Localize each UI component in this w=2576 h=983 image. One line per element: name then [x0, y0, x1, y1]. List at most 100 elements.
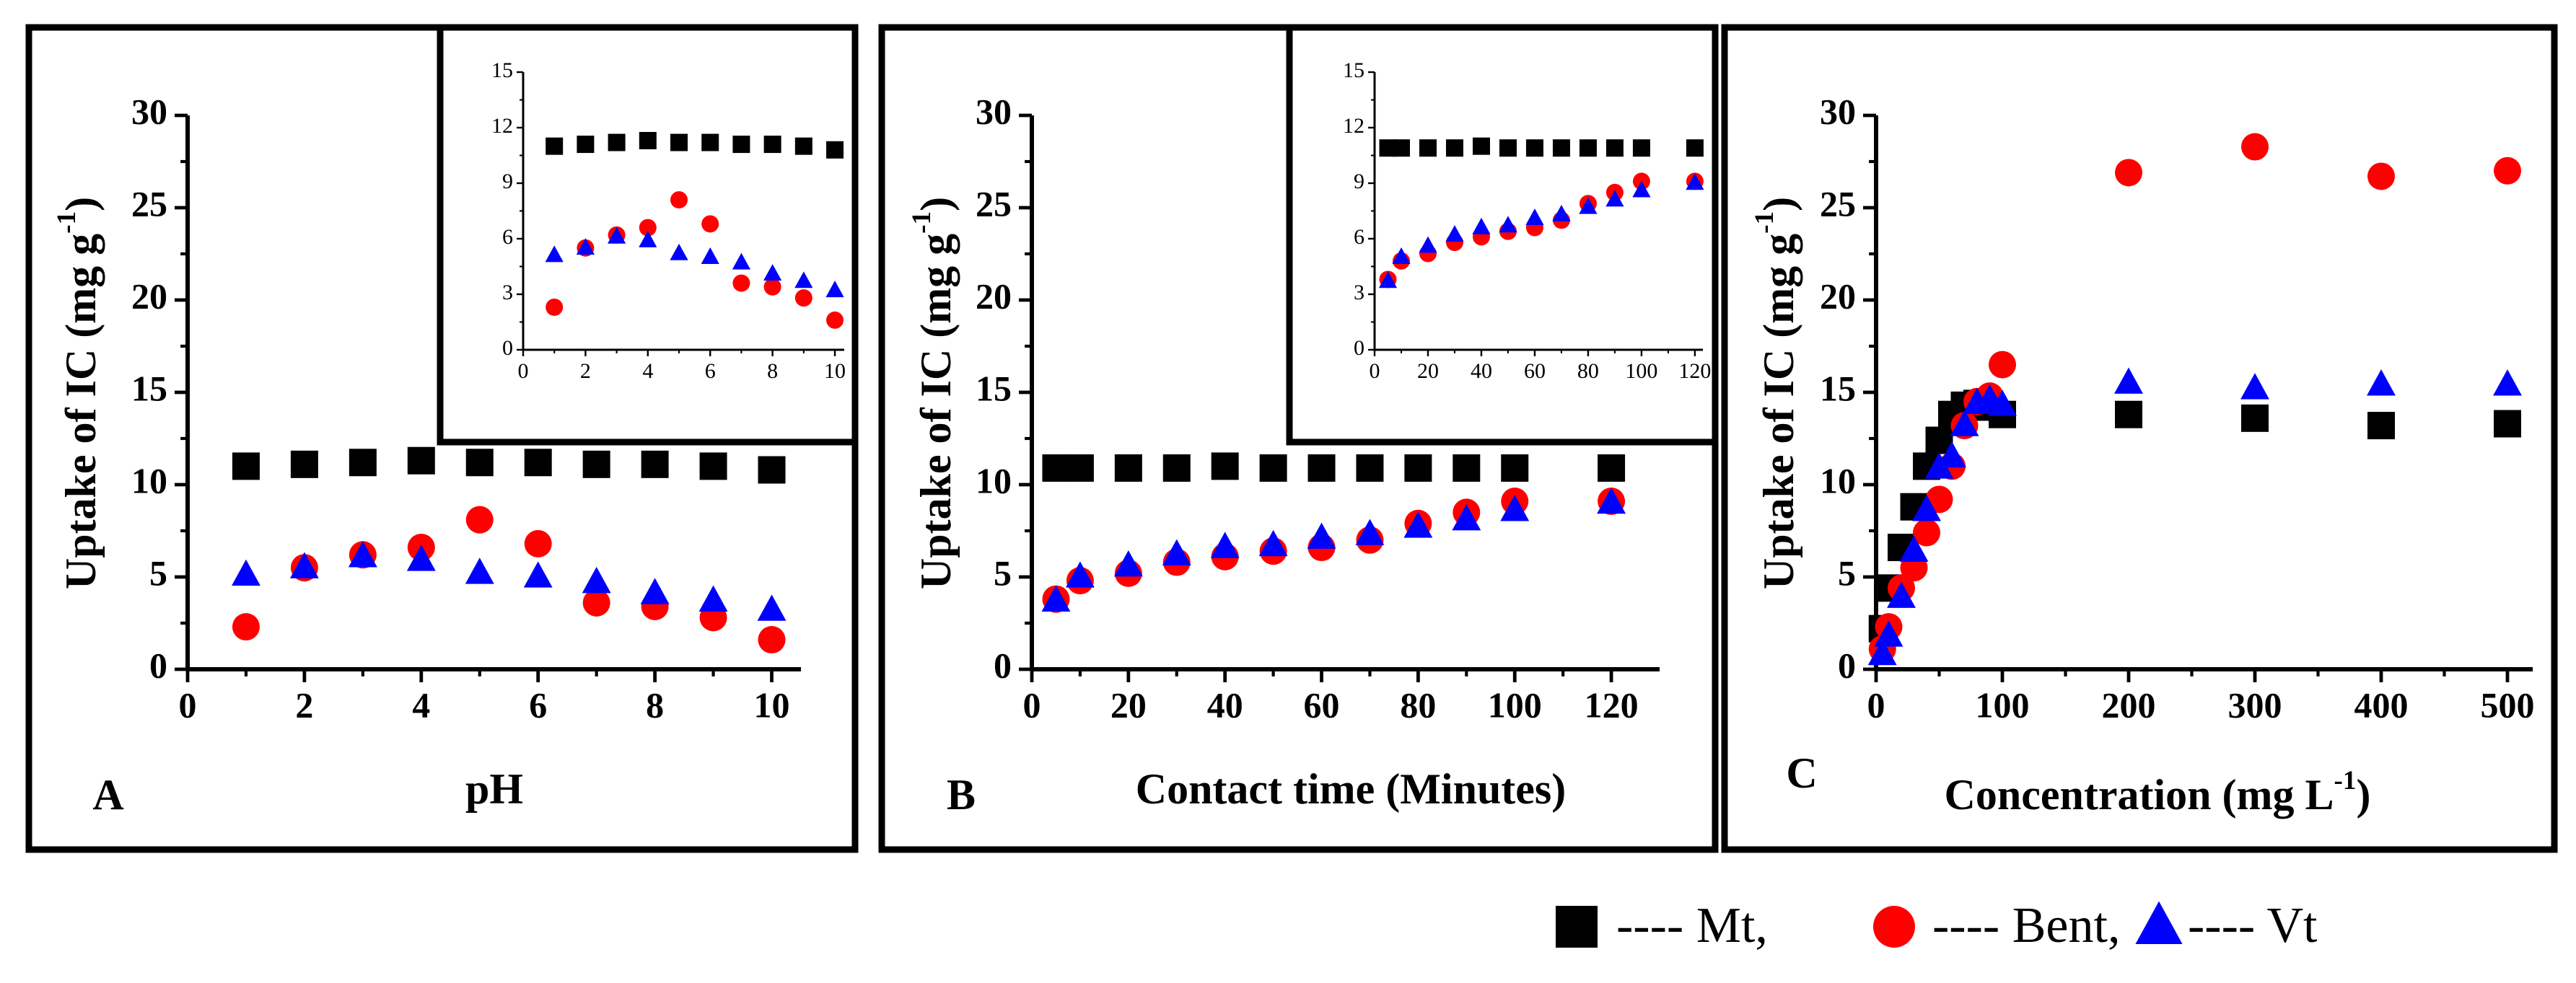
data-point-vt	[1525, 208, 1544, 226]
x-tick-label: 60	[1524, 359, 1546, 383]
x-tick-label: 40	[1207, 684, 1243, 725]
series-group	[1867, 133, 2522, 666]
data-point-mt	[794, 137, 812, 155]
data-point-bent	[465, 506, 494, 534]
data-point-mt	[524, 449, 552, 477]
data-point-mt	[1445, 139, 1463, 157]
legend-item-bent: ---- Bent,	[1873, 898, 2120, 953]
data-point-vt	[2367, 369, 2396, 396]
data-point-vt	[1378, 271, 1398, 288]
data-point-mt	[763, 136, 781, 154]
x-tick-label: 120	[1585, 684, 1639, 725]
data-point-mt	[1525, 139, 1543, 157]
data-point-vt	[1605, 190, 1624, 207]
data-point-mt	[1066, 454, 1094, 482]
x-axis-label: Concentration (mg L-1)	[1945, 766, 2371, 818]
x-tick-label: 0	[179, 684, 197, 725]
legend-label-bent: ---- Bent,	[1932, 898, 2120, 953]
x-tick-label: 6	[529, 684, 547, 725]
data-point-vt	[608, 226, 626, 244]
data-point-vt	[465, 557, 494, 584]
data-point-mt	[290, 450, 318, 478]
data-point-vt	[1392, 247, 1411, 264]
data-point-mt	[1579, 139, 1597, 157]
data-point-mt	[1114, 454, 1142, 482]
x-tick-label: 100	[1625, 359, 1657, 383]
main-axes: 0 100 200 300 400 500 0 5 10 15 20 25 30	[1820, 91, 2535, 725]
data-point-vt	[1500, 495, 1530, 521]
data-point-mt	[639, 131, 657, 149]
legend-item-mt: ---- Mt,	[1556, 898, 1768, 953]
y-tick-label: 20	[976, 275, 1012, 316]
data-point-vt	[2493, 369, 2522, 396]
x-tick-label: 4	[642, 359, 653, 383]
data-point-vt	[640, 578, 670, 604]
inset-axes: 0 20 40 60 80 100 120 0 3 6 9 12 15	[1343, 58, 1711, 383]
y-tick-label: 0	[149, 645, 167, 685]
data-point-mt	[2494, 410, 2521, 438]
data-point-mt	[465, 449, 494, 477]
data-point-mt	[1499, 139, 1517, 157]
x-tick-label: 80	[1400, 684, 1436, 725]
y-tick-label: 15	[491, 58, 513, 82]
data-point-mt	[732, 136, 750, 154]
x-tick-label: 300	[2228, 684, 2282, 725]
data-point-mt	[1259, 454, 1287, 482]
data-point-vt	[1472, 217, 1491, 234]
y-tick-label: 3	[1354, 281, 1364, 304]
x-tick-label: 0	[1370, 359, 1380, 383]
data-point-mt	[546, 137, 564, 155]
panel-label: B	[947, 771, 976, 819]
legend-item-vt: ---- Vt	[2135, 898, 2318, 953]
data-point-vt	[1403, 511, 1433, 538]
series-group	[1378, 137, 1704, 288]
data-point-vt	[2240, 373, 2269, 400]
x-tick-label: 0	[1023, 684, 1041, 725]
data-point-mt	[1605, 139, 1624, 157]
data-point-vt	[1041, 585, 1071, 612]
data-point-vt	[794, 271, 813, 288]
x-tick-label: 20	[1417, 359, 1439, 383]
data-point-vt	[1307, 522, 1336, 549]
data-point-mt	[1501, 454, 1529, 482]
data-point-bent	[732, 274, 750, 292]
y-tick-label: 15	[976, 368, 1012, 408]
data-point-mt	[2367, 412, 2395, 440]
panel-label: C	[1786, 749, 1817, 797]
y-tick-label: 15	[131, 368, 167, 408]
data-point-vt	[698, 585, 728, 612]
data-point-bent	[639, 219, 657, 237]
x-tick-label: 60	[1304, 684, 1340, 725]
data-point-vt	[1937, 441, 1966, 468]
data-point-vt	[825, 281, 844, 298]
data-point-vt	[1597, 487, 1626, 514]
data-point-vt	[1419, 236, 1437, 253]
series-group	[545, 131, 844, 329]
data-point-vt	[1579, 197, 1598, 214]
data-point-mt	[1472, 137, 1490, 155]
data-point-mt	[349, 449, 377, 477]
data-point-bent	[2115, 159, 2142, 187]
x-tick-label: 20	[1110, 684, 1147, 725]
y-tick-label: 5	[994, 552, 1012, 593]
data-point-vt	[1065, 561, 1095, 588]
data-point-bent	[826, 311, 844, 329]
x-tick-label: 100	[1976, 684, 2030, 725]
y-tick-label: 6	[1354, 225, 1364, 249]
series-vt	[1041, 487, 1626, 612]
x-axis-label: pH	[465, 765, 523, 813]
x-tick-label: 10	[824, 359, 846, 383]
y-tick-label: 5	[149, 552, 167, 593]
data-point-vt	[763, 264, 782, 281]
data-point-mt	[232, 452, 260, 480]
data-point-vt	[2114, 367, 2143, 394]
inset-B: 0 20 40 60 80 100 120 0 3 6 9 12 15	[1286, 24, 1719, 446]
data-point-vt	[406, 545, 436, 571]
y-tick-label: 20	[131, 275, 167, 316]
y-tick-label: 0	[1838, 645, 1856, 685]
x-tick-label: 2	[295, 684, 313, 725]
data-point-mt	[1686, 139, 1704, 157]
data-point-mt	[608, 133, 626, 151]
